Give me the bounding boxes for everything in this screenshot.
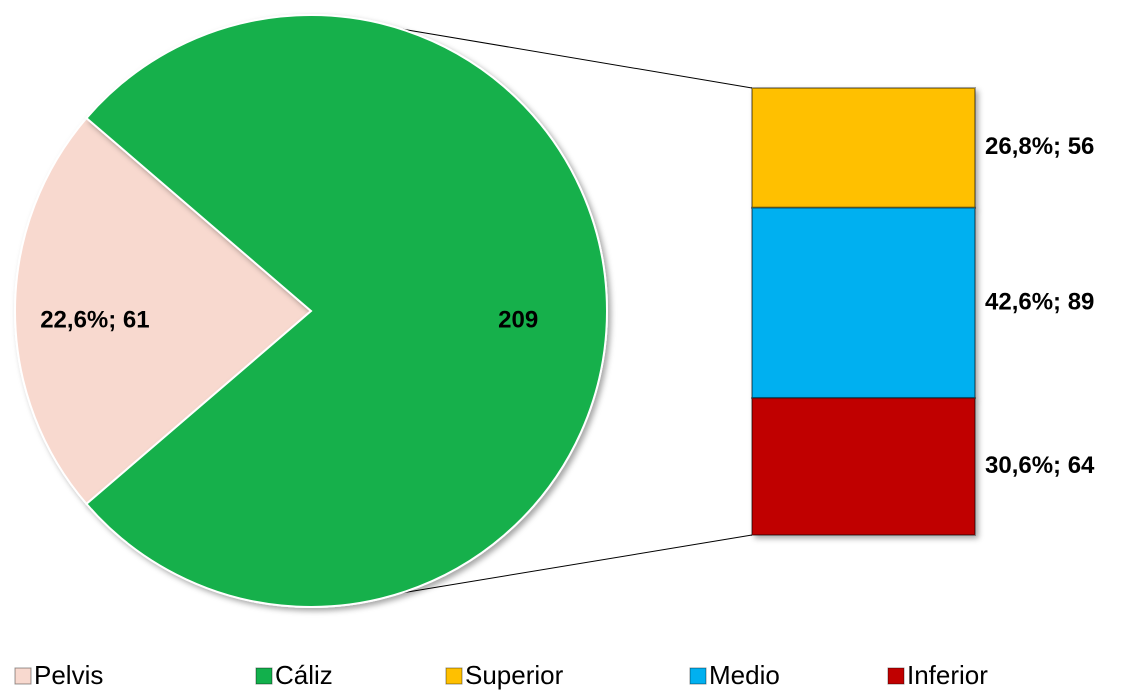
connector-line <box>399 534 753 594</box>
legend-label: Medio <box>709 660 780 690</box>
legend-marker <box>887 667 905 685</box>
data-label: 26,8%; 56 <box>985 133 1094 160</box>
data-label: 209 <box>498 306 538 333</box>
bar-segment <box>751 87 976 209</box>
data-label: 42,6%; 89 <box>985 288 1094 315</box>
legend-label: Pelvis <box>34 660 103 690</box>
legend-marker <box>14 667 32 685</box>
legend-label: Cáliz <box>275 660 333 690</box>
legend-marker <box>445 667 463 685</box>
legend-marker <box>689 667 707 685</box>
legend-label: Superior <box>465 660 564 690</box>
pie-slice <box>13 116 313 506</box>
connector-line <box>399 28 753 89</box>
legend-marker <box>255 667 273 685</box>
legend-label: Inferior <box>907 660 988 690</box>
pie-slice <box>85 14 608 608</box>
data-label: 22,6%; 61 <box>40 306 149 333</box>
bar-segment <box>751 206 976 400</box>
bar-segment <box>751 397 976 537</box>
data-label: 30,6%; 64 <box>985 452 1095 479</box>
